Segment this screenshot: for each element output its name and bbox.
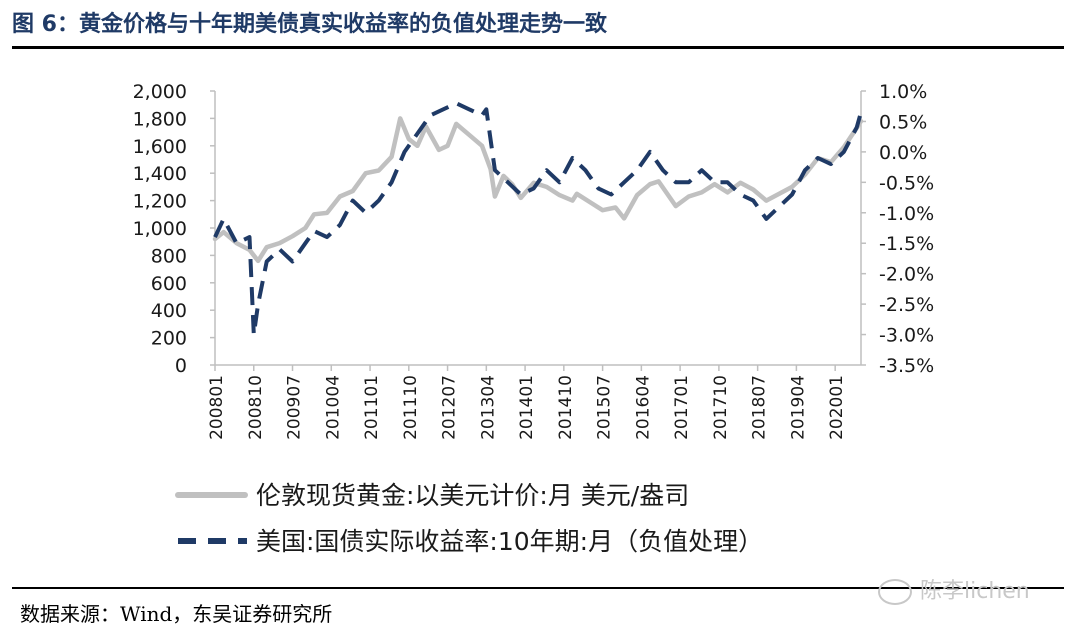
x-tick-label: 200907 — [285, 375, 305, 440]
right-tick-label: -0.5% — [879, 172, 934, 194]
left-axis: 2,000 1,800 1,600 1,400 1,200 1,000 800 600 400 2… — [133, 81, 216, 377]
left-tick-label: 2,000 — [133, 81, 187, 103]
x-tick-label: 201604 — [633, 375, 653, 440]
left-tick-label: 1,600 — [133, 136, 187, 158]
left-tick-label: 1,000 — [133, 218, 187, 240]
top-rule — [12, 46, 1064, 49]
x-tick-label: 201304 — [478, 375, 498, 440]
x-tick-label: 200801 — [207, 375, 227, 440]
watermark-text: 陈李lichen — [920, 579, 1030, 604]
legend: 伦敦现货黄金:以美元计价:月 美元/盎司美国:国债实际收益率:10年期:月（负值… — [175, 481, 763, 556]
series-line-1 — [212, 116, 864, 264]
x-tick-label: 201207 — [440, 375, 460, 440]
left-tick-label: 400 — [151, 300, 187, 322]
x-tick-label: 201701 — [672, 375, 692, 440]
x-tick-label: 201004 — [323, 375, 343, 440]
bottom-rule — [12, 587, 1064, 589]
right-tick-label: -2.5% — [879, 294, 934, 316]
x-tick-label: 200810 — [246, 375, 266, 440]
right-tick-label: 1.0% — [879, 81, 927, 103]
x-tick-label: 201410 — [556, 375, 576, 440]
series-line-2 — [213, 101, 863, 337]
right-tick-label: 0.5% — [879, 111, 927, 133]
right-axis: 1.0% 0.5% 0.0% -0.5% -1.0% -1.5% -2.0% -2.5% -3.… — [860, 81, 934, 377]
x-tick-label: 201101 — [362, 375, 382, 440]
x-tick-label: 201710 — [711, 375, 731, 440]
right-tick-label: 0.0% — [879, 142, 927, 164]
legend-label-1: 伦敦现货黄金:以美元计价:月 美元/盎司 — [256, 481, 689, 510]
source-note: 数据来源：Wind，东吴证券研究所 — [20, 602, 333, 626]
wechat-icon — [878, 579, 912, 605]
left-tick-label: 800 — [151, 245, 187, 267]
chart: 2,000 1,800 1,600 1,400 1,200 1,000 800 600 400 2… — [133, 81, 935, 556]
series-layer — [212, 101, 864, 337]
right-tick-label: -2.0% — [879, 264, 934, 286]
left-tick-label: 200 — [151, 328, 187, 350]
x-tick-label: 201507 — [595, 375, 615, 440]
legend-label-2: 美国:国债实际收益率:10年期:月（负值处理） — [256, 527, 763, 556]
right-tick-label: -3.0% — [879, 325, 934, 347]
left-tick-label: 0 — [175, 355, 187, 377]
left-tick-label: 1,800 — [133, 108, 187, 130]
x-axis: 200801 200810 200907 201004 201101 201110 2012… — [207, 364, 861, 440]
right-tick-label: -3.5% — [879, 355, 934, 377]
x-tick-label: 201110 — [401, 375, 421, 440]
left-tick-label: 1,400 — [133, 163, 187, 185]
right-tick-label: -1.0% — [879, 203, 934, 225]
x-tick-label: 201401 — [517, 375, 537, 440]
left-tick-label: 1,200 — [133, 191, 187, 213]
x-tick-label: 202001 — [827, 375, 847, 440]
x-tick-label: 201807 — [750, 375, 770, 440]
x-tick-label: 201904 — [788, 375, 808, 440]
left-tick-label: 600 — [151, 273, 187, 295]
right-tick-label: -1.5% — [879, 233, 934, 255]
watermark: 陈李lichen — [878, 574, 1053, 610]
figure-title: 图 6：黄金价格与十年期美债真实收益率的负值处理走势一致 — [12, 12, 607, 37]
